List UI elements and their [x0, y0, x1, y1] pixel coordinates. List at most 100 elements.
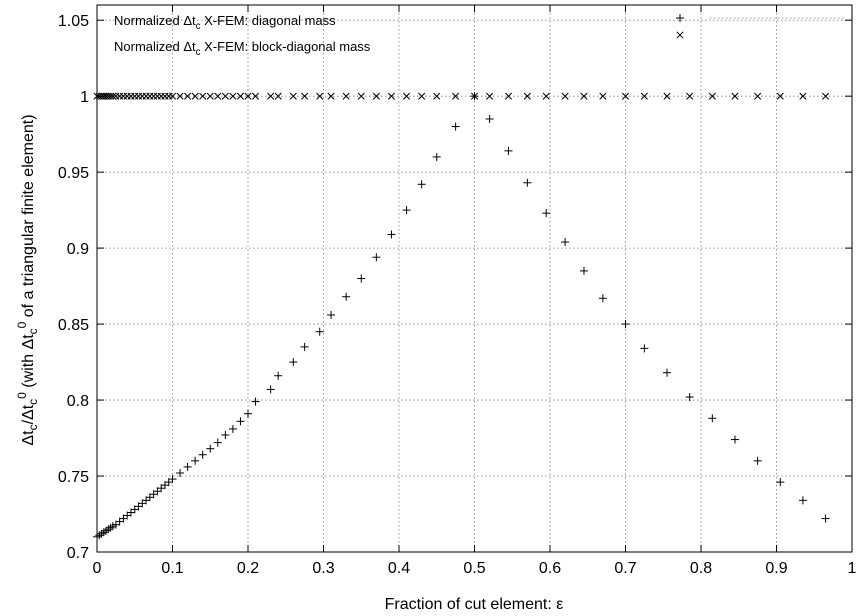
data-point [221, 92, 229, 100]
data-point [402, 206, 411, 215]
plot-frame [96, 4, 853, 553]
data-point [663, 92, 671, 100]
y-tick-label: 0.75 [58, 469, 89, 486]
legend-marker [676, 14, 684, 22]
data-point [542, 209, 551, 218]
data-point [580, 92, 588, 100]
data-point [236, 92, 245, 100]
data-point [213, 438, 222, 447]
data-point [402, 92, 411, 100]
data-point [107, 92, 115, 100]
data-point [109, 92, 117, 100]
data-point [191, 456, 200, 465]
data-point [244, 409, 252, 418]
y-tick-label: 0.7 [67, 545, 89, 562]
legend-marker-plus [676, 14, 845, 22]
data-point [214, 92, 222, 100]
y-tick-label: 1 [80, 89, 89, 106]
data-point [206, 92, 214, 100]
data-point [168, 475, 177, 484]
data-point [176, 468, 185, 477]
data-point [640, 344, 649, 353]
data-point [342, 292, 351, 301]
data-point [300, 342, 309, 351]
data-point [523, 92, 531, 100]
legend-marker [676, 31, 684, 39]
x-tick-label: 0.6 [539, 560, 561, 577]
data-point [798, 496, 807, 505]
y-tick-label: 0.95 [58, 165, 89, 182]
data-point [451, 122, 460, 131]
data-point [301, 92, 309, 100]
data-point [821, 514, 830, 523]
data-point [686, 92, 694, 100]
legend-label-diagonal-mass: Normalized Δtc X-FEM: diagonal mass [114, 13, 336, 32]
data-point [822, 92, 830, 100]
data-point [754, 92, 762, 100]
x-tick-label: 0.4 [388, 560, 410, 577]
data-point [372, 253, 381, 262]
x-tick-label: 0.2 [237, 560, 259, 577]
legend-marker-cross [676, 31, 684, 39]
data-point [206, 444, 215, 453]
data-point [504, 92, 513, 100]
tick-layer [96, 5, 853, 553]
y-tick-label: 1.05 [58, 13, 89, 30]
data-point [266, 385, 275, 394]
y-tick-label: 0.9 [67, 241, 89, 258]
y-tick-labels: 0.7 0.75 0.8 0.85 0.9 0.95 1 1.05 [58, 13, 89, 562]
data-point [418, 92, 426, 100]
x-tick-label: 0.9 [765, 560, 787, 577]
data-point [776, 92, 784, 100]
data-point [432, 152, 441, 161]
data-point [357, 92, 365, 100]
x-tick-labels: 0 0.1 0.2 0.3 0.4 0.5 0.6 0.7 0.8 0.9 1 [93, 560, 857, 577]
data-point [621, 320, 630, 329]
data-point [228, 424, 237, 433]
data-point [316, 92, 324, 100]
x-tick-label: 0.5 [463, 560, 485, 577]
data-point [485, 114, 494, 123]
x-tick-label: 0.8 [690, 560, 712, 577]
y-tick-label: 0.8 [67, 393, 89, 410]
x-axis-label: Fraction of cut element: ε [385, 596, 564, 613]
x-tick-label: 0.7 [614, 560, 636, 577]
data-point [199, 92, 207, 100]
data-point [342, 92, 350, 100]
data-point [730, 435, 739, 444]
data-point [470, 92, 479, 100]
data-point [523, 178, 532, 187]
series-layer [93, 92, 830, 541]
data-point [267, 92, 275, 100]
y-axis-label: Δtc/Δtc0 (with Δtc0 of a triangular fini… [15, 114, 40, 445]
data-point [486, 92, 494, 100]
data-point [598, 294, 607, 303]
data-point [640, 92, 648, 100]
data-point [579, 266, 588, 275]
data-point [244, 92, 252, 100]
data-point [315, 327, 324, 336]
data-point [504, 146, 513, 155]
data-point [327, 310, 336, 319]
x-tick-label: 0 [93, 560, 102, 577]
x-tick-label: 1 [848, 560, 857, 577]
data-point [289, 92, 297, 100]
data-point [417, 180, 426, 189]
data-point [685, 393, 694, 402]
data-point [168, 92, 177, 100]
y-tick-label: 0.85 [58, 317, 89, 334]
series-diagonal-mass [93, 92, 830, 541]
data-point [236, 417, 245, 426]
data-point [274, 92, 282, 100]
data-point [753, 456, 762, 465]
data-point [229, 92, 237, 100]
grid-layer [97, 5, 852, 552]
data-point [289, 358, 298, 367]
data-point [357, 274, 366, 283]
data-point [599, 92, 607, 100]
x-tick-label: 0.3 [312, 560, 334, 577]
data-point [542, 92, 550, 100]
data-point [731, 92, 739, 100]
data-point [708, 414, 717, 423]
